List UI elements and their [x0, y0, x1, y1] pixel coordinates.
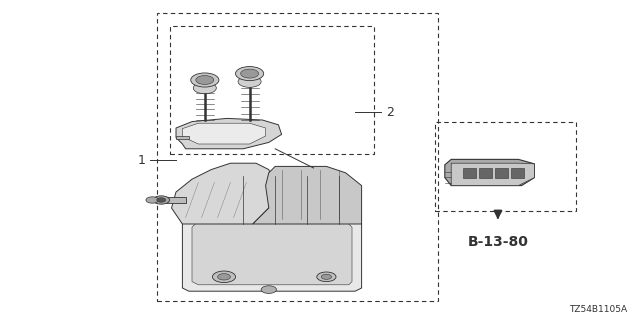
Circle shape [212, 271, 236, 283]
Bar [435, 122, 576, 211]
Circle shape [261, 286, 276, 293]
Circle shape [218, 274, 230, 280]
Bar [511, 168, 524, 178]
Text: B-13-80: B-13-80 [467, 235, 529, 249]
Bar [495, 168, 508, 178]
Bar [479, 168, 492, 178]
Polygon shape [182, 211, 362, 291]
Bar [157, 13, 438, 301]
Bar [170, 26, 374, 154]
Polygon shape [451, 163, 534, 186]
Circle shape [238, 76, 261, 87]
Polygon shape [172, 163, 275, 224]
Circle shape [196, 76, 214, 84]
Circle shape [317, 272, 336, 282]
Circle shape [157, 198, 166, 202]
Text: TZ54B1105A: TZ54B1105A [569, 305, 627, 314]
Polygon shape [176, 136, 189, 139]
Polygon shape [445, 159, 534, 186]
Polygon shape [192, 221, 352, 285]
Circle shape [191, 73, 219, 87]
Circle shape [241, 69, 259, 78]
Text: 2: 2 [386, 106, 394, 118]
Circle shape [153, 196, 170, 204]
Circle shape [321, 274, 332, 279]
Circle shape [146, 197, 159, 203]
Polygon shape [253, 166, 362, 224]
Circle shape [193, 82, 216, 94]
Circle shape [236, 67, 264, 81]
Text: 1: 1 [138, 154, 145, 166]
Polygon shape [166, 197, 186, 203]
Polygon shape [176, 118, 282, 149]
Bar [463, 168, 476, 178]
Polygon shape [182, 123, 266, 144]
